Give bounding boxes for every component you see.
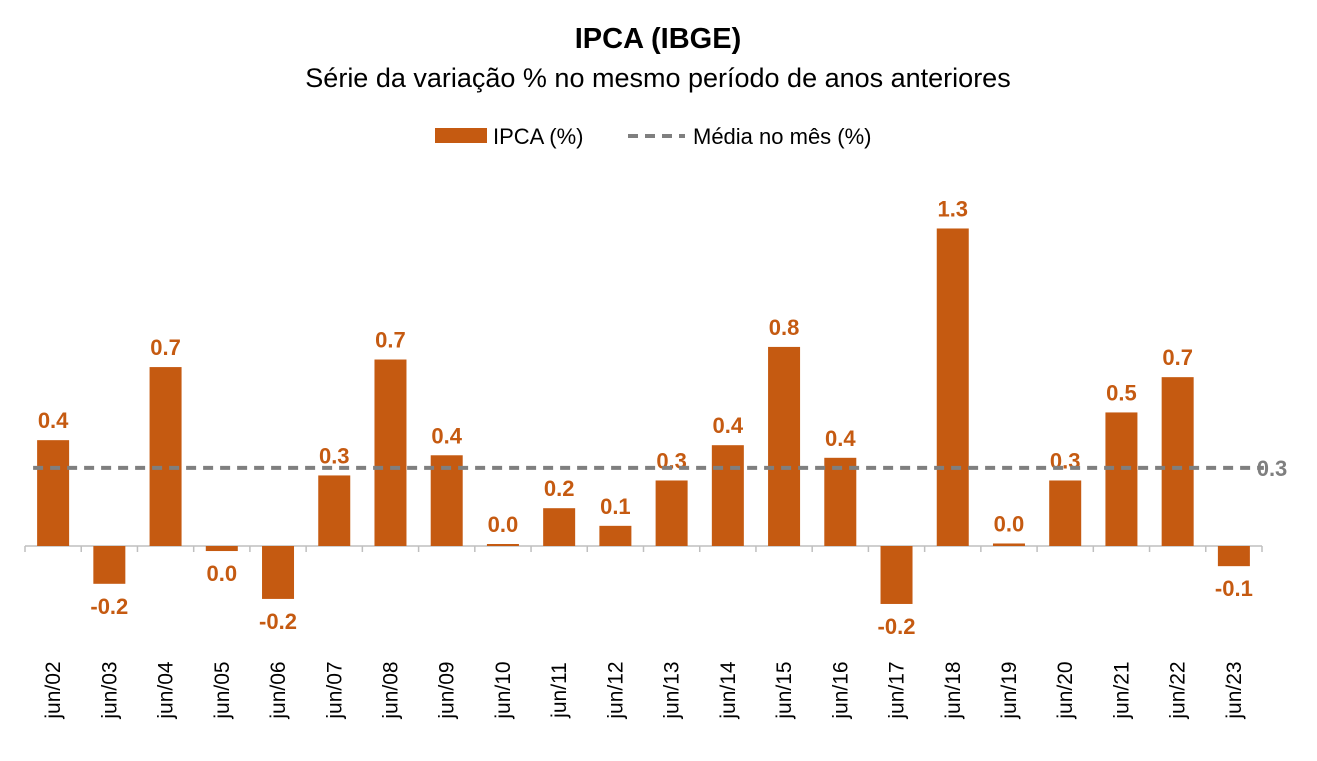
data-label: 0.8 — [769, 315, 800, 340]
data-label: -0.2 — [878, 614, 916, 639]
x-tick-label: jun/09 — [436, 661, 459, 719]
legend: IPCA (%) Média no mês (%) — [435, 124, 872, 149]
x-tick-label: jun/10 — [492, 661, 515, 719]
bar-jun-12 — [599, 525, 632, 546]
x-tick-label: jun/11 — [548, 662, 571, 719]
plot-area: 0.4 jun/02 -0.2 jun/03 0.7 jun/04 0.0 jun/05 -0.… — [24, 196, 1288, 720]
data-label: 0.1 — [600, 494, 631, 519]
data-label: 0.4 — [431, 423, 462, 448]
bar-jun-23 — [1217, 546, 1250, 567]
bar-jun-09 — [430, 455, 463, 546]
data-label: 0.0 — [994, 511, 1025, 536]
x-tick-label: jun/05 — [211, 661, 234, 719]
chart-title: IPCA (IBGE) — [575, 23, 741, 55]
bar-jun-21 — [1105, 412, 1138, 546]
data-label: 0.4 — [713, 413, 744, 438]
x-tick-label: jun/21 — [1110, 661, 1133, 719]
legend-label-ipca: IPCA (%) — [493, 124, 583, 149]
bar-jun-06 — [262, 546, 295, 599]
bar-jun-11 — [543, 508, 576, 546]
x-tick-label: jun/18 — [942, 661, 965, 719]
bar-jun-07 — [318, 475, 351, 546]
x-tick-label: jun/03 — [98, 661, 121, 719]
data-label: 0.0 — [206, 561, 237, 586]
x-tick-label: jun/08 — [379, 661, 402, 719]
chart-subtitle: Série da variação % no mesmo período de … — [305, 63, 1010, 93]
x-tick-label: jun/17 — [886, 661, 909, 719]
x-tick-label: jun/02 — [42, 661, 65, 719]
x-tick-label: jun/04 — [155, 661, 178, 720]
x-tick-label: jun/19 — [998, 661, 1021, 719]
x-tick-label: jun/13 — [661, 661, 684, 719]
x-tick-label: jun/15 — [773, 661, 796, 719]
x-tick-label: jun/23 — [1223, 661, 1246, 719]
data-label: -0.2 — [90, 594, 128, 619]
legend-label-average: Média no mês (%) — [693, 124, 872, 149]
data-label: -0.2 — [259, 609, 297, 634]
bar-jun-15 — [768, 346, 801, 546]
bar-jun-19 — [992, 543, 1025, 546]
bar-jun-22 — [1161, 377, 1194, 546]
x-tick-label: jun/06 — [267, 661, 290, 719]
data-label: 0.7 — [375, 328, 406, 353]
bar-jun-18 — [936, 228, 969, 547]
bar-jun-17 — [880, 546, 913, 604]
data-label: 0.4 — [825, 426, 856, 451]
average-label: 0.3 — [1257, 456, 1288, 481]
x-tick-label: jun/22 — [1167, 661, 1190, 719]
x-tick-label: jun/20 — [1054, 661, 1077, 719]
x-tick-label: jun/07 — [323, 661, 346, 719]
bar-jun-02 — [37, 440, 70, 546]
data-label: 0.5 — [1106, 380, 1137, 405]
bar-jun-03 — [93, 546, 126, 584]
bar-jun-10 — [486, 544, 519, 546]
x-tick-label: jun/12 — [604, 661, 627, 719]
bar-jun-04 — [149, 367, 182, 546]
x-tick-label: jun/16 — [829, 661, 852, 719]
data-label: 0.7 — [150, 335, 181, 360]
bar-jun-13 — [655, 480, 688, 546]
data-label: 0.4 — [38, 408, 69, 433]
bar-jun-16 — [824, 457, 857, 546]
data-label: 1.3 — [937, 196, 968, 221]
bar-jun-20 — [1049, 480, 1082, 546]
data-label: 0.3 — [319, 443, 350, 468]
data-label: 0.2 — [544, 476, 575, 501]
legend-swatch-ipca — [435, 128, 487, 143]
bar-jun-08 — [374, 359, 407, 546]
data-label: -0.1 — [1215, 576, 1253, 601]
data-label: 0.0 — [488, 512, 519, 537]
bar-jun-05 — [205, 546, 238, 552]
x-tick-label: jun/14 — [717, 661, 740, 720]
data-label: 0.7 — [1162, 345, 1193, 370]
bar-jun-14 — [711, 445, 744, 546]
